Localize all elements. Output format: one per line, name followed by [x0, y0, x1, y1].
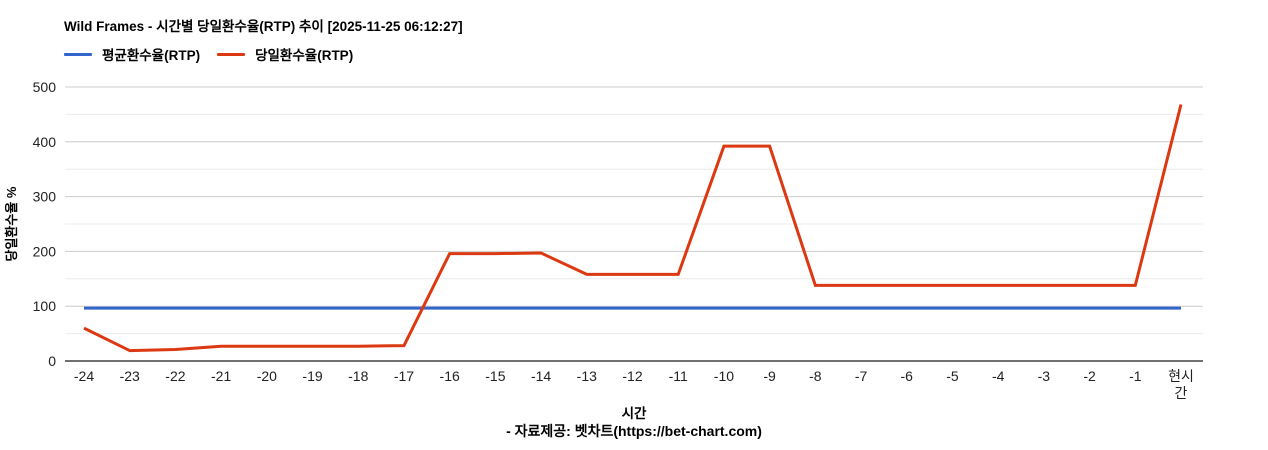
- legend-label-daily: 당일환수율(RTP): [255, 48, 354, 63]
- y-tick-label: 500: [33, 79, 57, 95]
- x-tick-label: -24: [74, 368, 94, 384]
- x-tick-label: -7: [855, 368, 868, 384]
- daily-rtp-line[interactable]: [83, 104, 1183, 353]
- data-source-footer: - 자료제공: 벳차트(https://bet-chart.com): [506, 423, 762, 439]
- x-tick-label: -17: [394, 368, 414, 384]
- x-tick-label: -23: [120, 368, 140, 384]
- x-tick-label: -20: [257, 368, 277, 384]
- x-tick-label: -21: [211, 368, 231, 384]
- x-tick-label: -19: [302, 368, 322, 384]
- x-tick-label: -16: [440, 368, 460, 384]
- y-axis-title: 당일환수율 %: [4, 186, 19, 261]
- legend-item-average: 평균환수율(RTP): [64, 44, 200, 64]
- average-line-swatch-icon: [64, 52, 92, 56]
- x-tick-label: -10: [714, 368, 734, 384]
- y-tick-label: 100: [33, 298, 57, 314]
- legend-item-daily: 당일환수율(RTP): [217, 44, 353, 64]
- y-tick-label: 200: [33, 243, 57, 259]
- y-tick-label: 0: [48, 353, 56, 369]
- x-tick-label: -22: [165, 368, 185, 384]
- x-tick-label: -5: [946, 368, 959, 384]
- daily-line-swatch-icon: [217, 52, 246, 56]
- x-tick-label: -12: [622, 368, 642, 384]
- x-tick-label: -13: [577, 368, 597, 384]
- x-tick-label: -8: [809, 368, 822, 384]
- x-tick-label: -1: [1129, 368, 1142, 384]
- x-tick-label: -2: [1083, 368, 1096, 384]
- chart-legend: 평균환수율(RTP) 당일환수율(RTP): [64, 44, 353, 64]
- y-tick-label: 400: [33, 134, 57, 150]
- chart-title: Wild Frames - 시간별 당일환수율(RTP) 추이 [2025-11…: [64, 19, 463, 34]
- x-tick-label: -6: [901, 368, 914, 384]
- x-axis-title: 시간: [621, 406, 647, 421]
- y-tick-label: 300: [33, 189, 57, 205]
- x-tick-label: -11: [669, 368, 688, 384]
- x-tick-label: 현시 간: [1168, 368, 1194, 401]
- x-tick-label: -9: [763, 368, 776, 384]
- x-tick-label: -3: [1038, 368, 1051, 384]
- x-tick-label: -4: [992, 368, 1005, 384]
- x-tick-label: -18: [348, 368, 368, 384]
- legend-label-average: 평균환수율(RTP): [102, 48, 201, 63]
- x-tick-label: -15: [485, 368, 505, 384]
- x-tick-label: -14: [531, 368, 551, 384]
